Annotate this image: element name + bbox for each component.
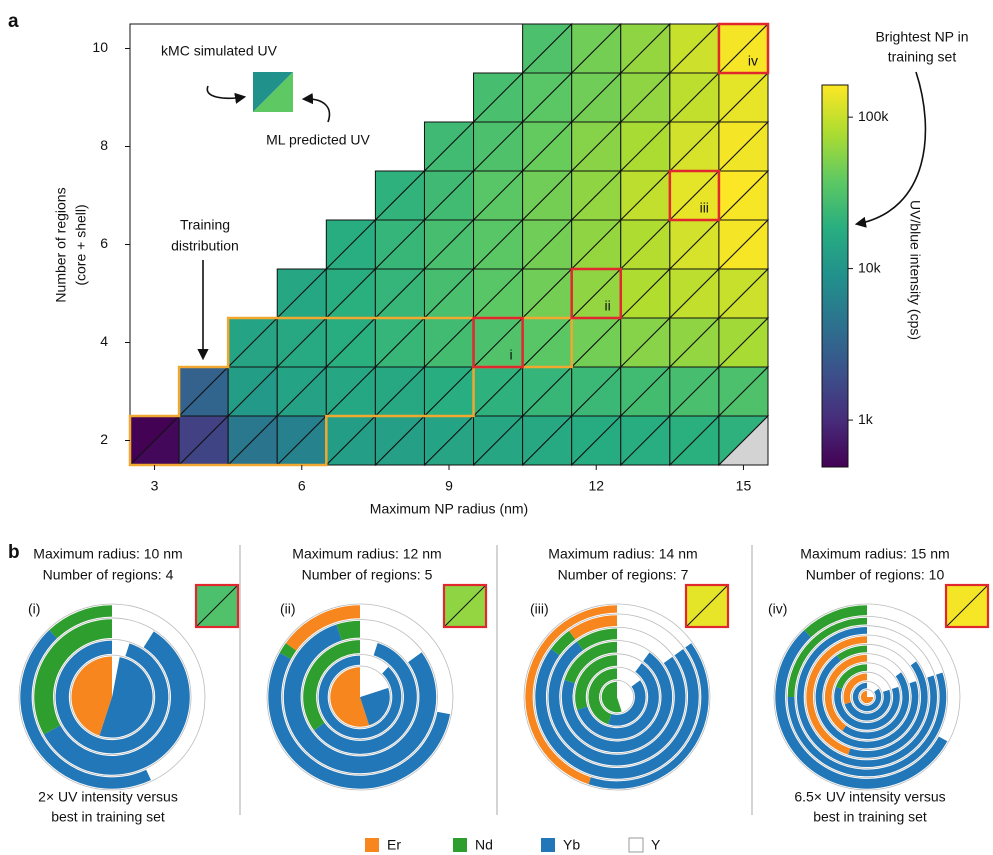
y-axis-label: Number of regions — [53, 187, 69, 302]
colorbar-tick-label: 100k — [858, 108, 889, 124]
x-tick-label: 9 — [445, 478, 453, 494]
legend-label: Yb — [563, 837, 580, 853]
legend-label: Er — [387, 837, 401, 853]
chart-title: Number of regions: 10 — [806, 567, 945, 583]
arrow — [304, 99, 329, 122]
x-tick-label: 12 — [588, 478, 604, 494]
chart-title: Number of regions: 5 — [302, 567, 433, 583]
colorbar-tick-label: 1k — [858, 411, 874, 427]
legend-swatch — [629, 838, 643, 852]
chart-title: Maximum radius: 10 nm — [33, 546, 182, 562]
colorbar — [822, 85, 848, 467]
legend-label: Nd — [475, 837, 493, 853]
caption: best in training set — [813, 809, 927, 825]
chart-title: Maximum radius: 15 nm — [800, 546, 949, 562]
panel-letter: a — [8, 11, 19, 32]
annotation: distribution — [171, 238, 239, 254]
chart-title: Maximum radius: 14 nm — [548, 546, 697, 562]
chart-label: (iv) — [768, 601, 787, 617]
legend-swatch — [365, 838, 379, 852]
legend-label: Y — [651, 837, 661, 853]
caption: 2× UV intensity versus — [38, 789, 178, 805]
x-axis-label: Maximum NP radius (nm) — [370, 501, 528, 517]
highlight-label: i — [509, 347, 512, 363]
annotation: ML predicted UV — [266, 132, 370, 148]
chart-label: (i) — [28, 601, 40, 617]
y-tick-label: 10 — [92, 39, 108, 55]
arrow — [207, 86, 244, 98]
chart-title: Number of regions: 7 — [558, 567, 689, 583]
caption: best in training set — [51, 809, 165, 825]
x-tick-label: 3 — [151, 478, 159, 494]
y-tick-label: 8 — [100, 137, 108, 153]
colorbar-label: UV/blue intensity (cps) — [907, 200, 923, 340]
highlight-label: iv — [748, 53, 758, 69]
y-tick-label: 2 — [100, 431, 108, 447]
annotation: kMC simulated UV — [161, 43, 278, 59]
colorbar-tick-label: 10k — [858, 259, 882, 275]
annotation: training set — [888, 49, 957, 65]
page: a b iiiiiiiv3691215246810Maximum NP radi… — [0, 0, 993, 855]
legend-swatch — [541, 838, 555, 852]
figure: a b iiiiiiiv3691215246810Maximum NP radi… — [0, 0, 993, 855]
legend-swatch — [453, 838, 467, 852]
annotation: Brightest NP in — [875, 29, 968, 45]
highlight-label: iii — [700, 200, 709, 216]
y-axis-label: (core + shell) — [73, 204, 89, 285]
annotation: Training — [180, 217, 230, 233]
x-tick-label: 6 — [298, 478, 306, 494]
chart-label: (iii) — [530, 601, 549, 617]
y-tick-label: 4 — [100, 333, 108, 349]
chart-title: Maximum radius: 12 nm — [292, 546, 441, 562]
highlight-label: ii — [605, 298, 611, 314]
chart-title: Number of regions: 4 — [43, 567, 174, 583]
chart-label: (ii) — [280, 601, 296, 617]
y-tick-label: 6 — [100, 235, 108, 251]
caption: 6.5× UV intensity versus — [794, 789, 945, 805]
x-tick-label: 15 — [736, 478, 752, 494]
panel-letter: b — [8, 542, 20, 563]
